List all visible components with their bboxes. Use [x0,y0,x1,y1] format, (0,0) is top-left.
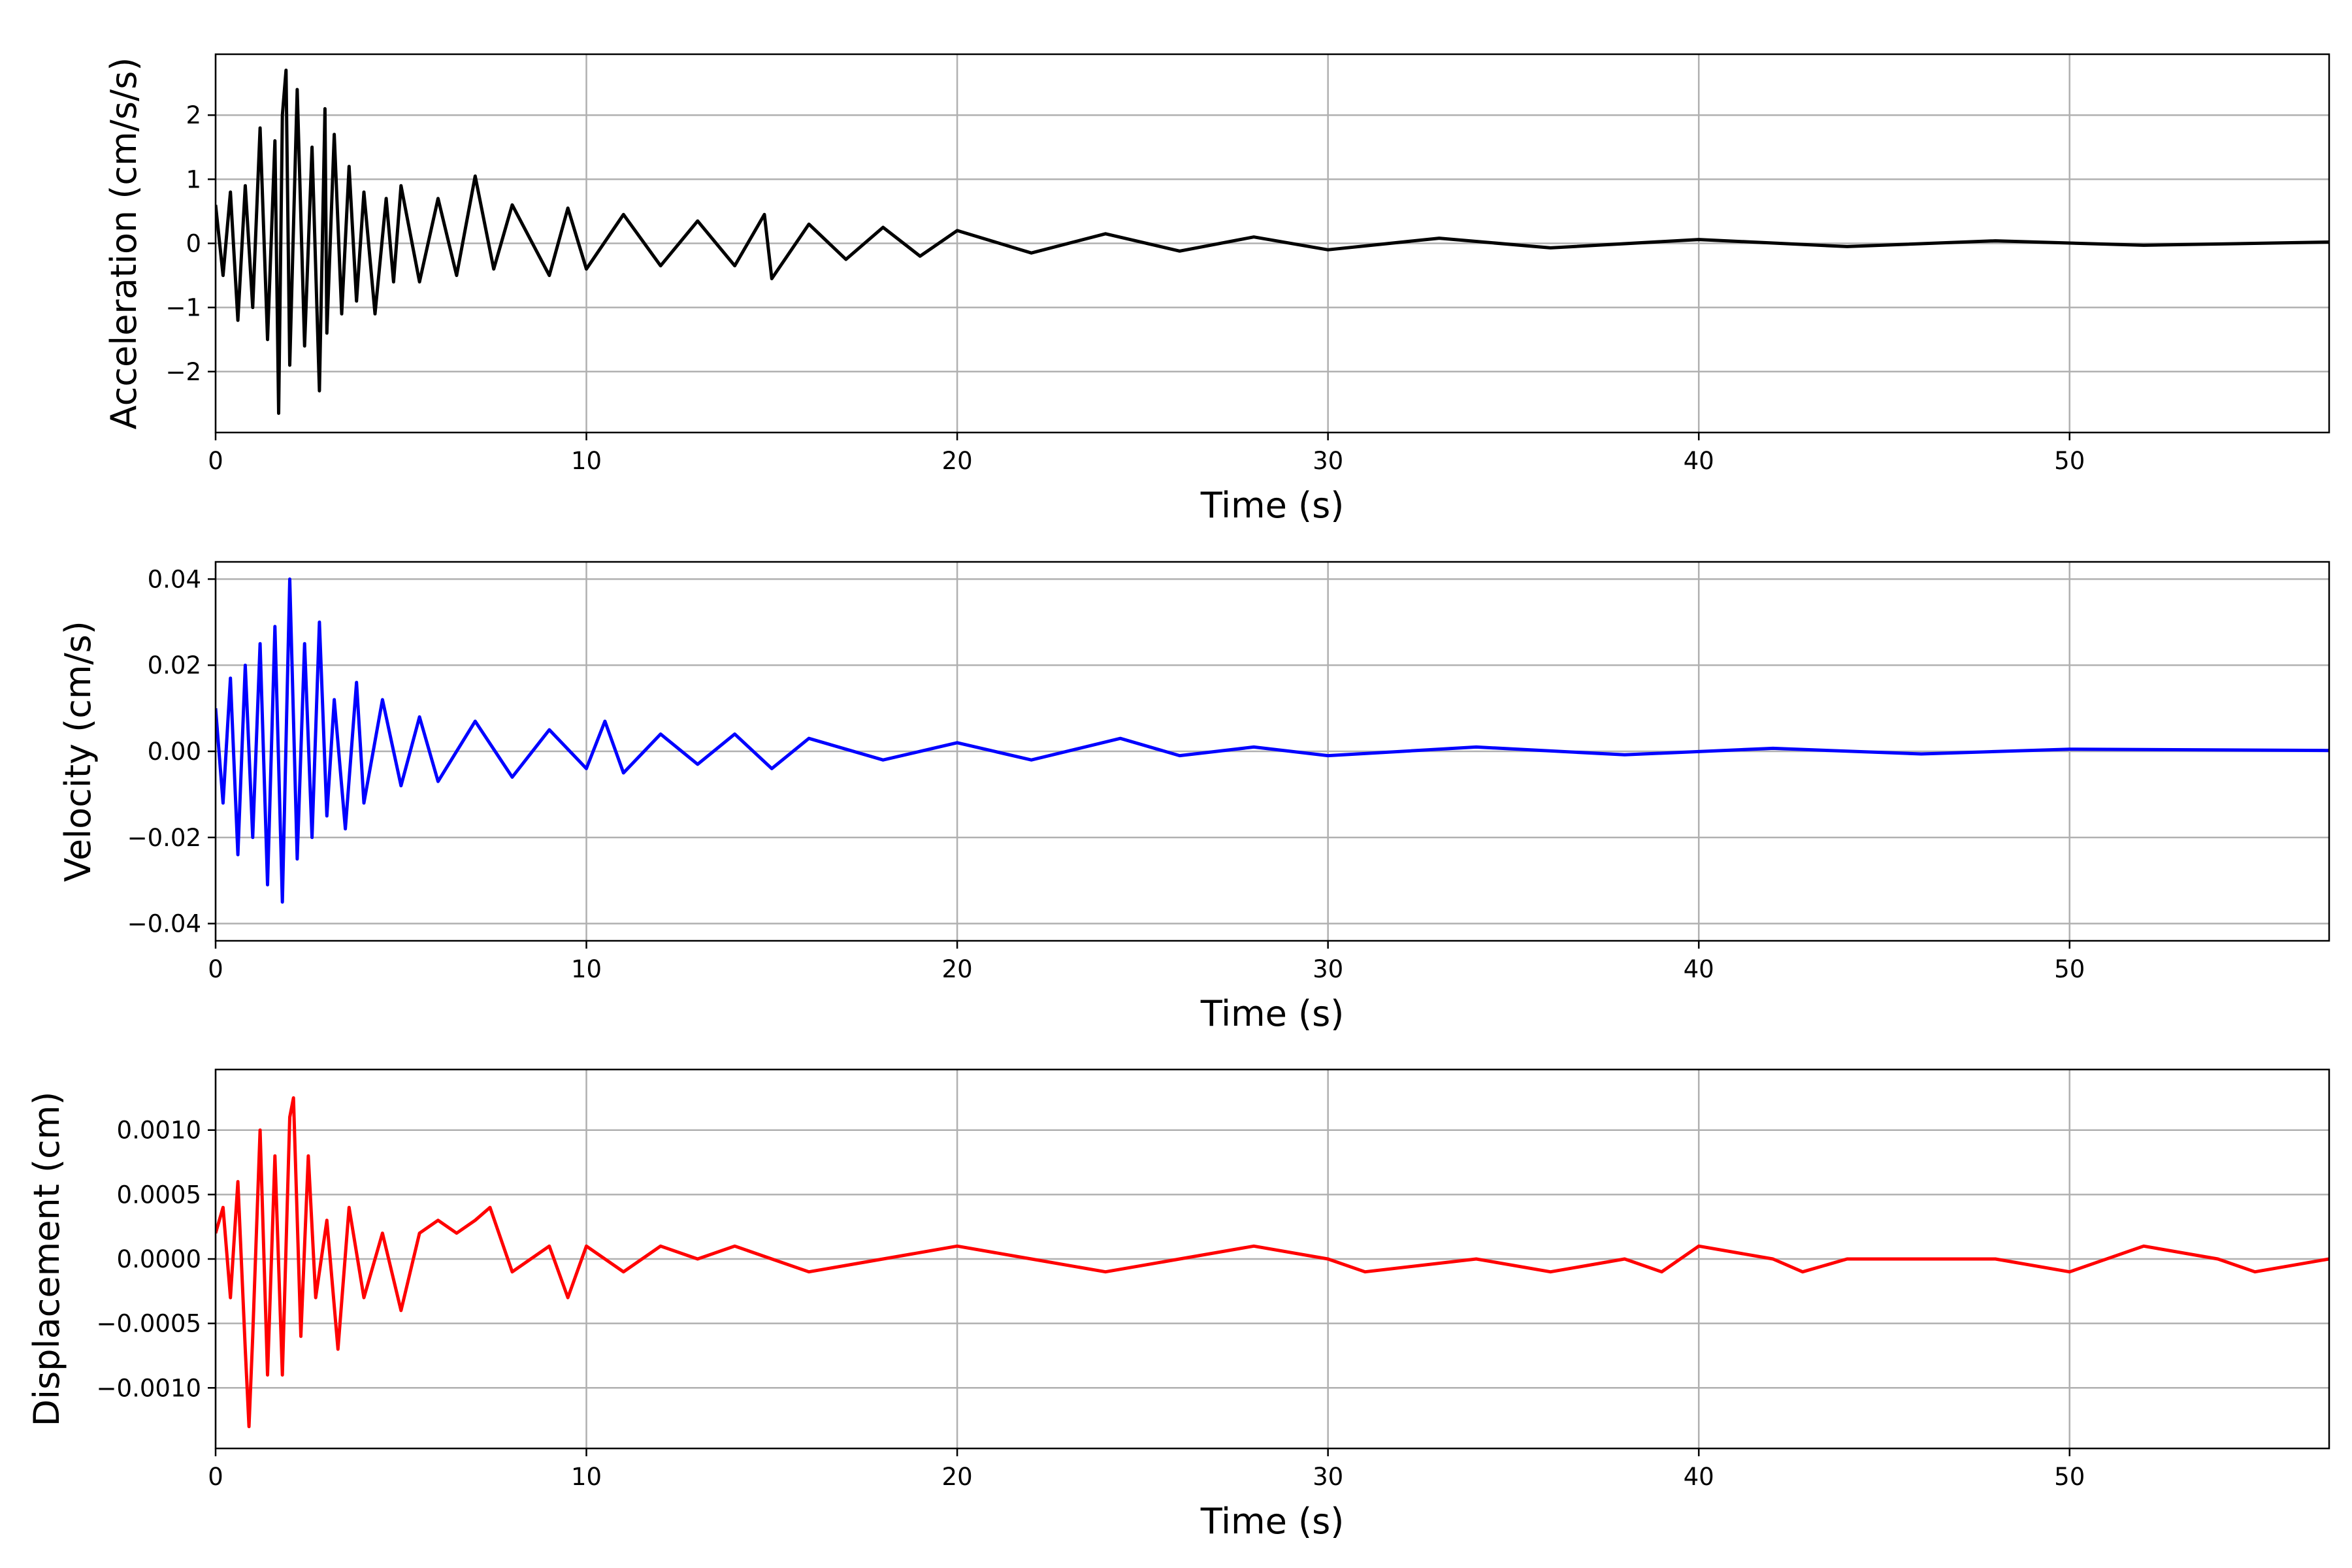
acceleration-xtick-label: 30 [1313,447,1343,475]
displacement-xtick-label: 50 [2054,1463,2085,1491]
velocity-xaxis-label: Time (s) [1200,993,1345,1034]
acceleration-panel: 0 10 20 30 40 50 −2 −1 0 1 2 Time (s) Acceleration (… [103,54,2329,526]
velocity-xtick-label: 10 [571,955,602,983]
acceleration-ytick-label: 2 [186,101,201,129]
displacement-yaxis-label: Displacement (cm) [26,1092,67,1427]
velocity-ytick-label: 0.00 [148,738,201,766]
velocity-xtick-label: 30 [1313,955,1343,983]
acceleration-ytick-label: −2 [165,358,201,386]
acceleration-yaxis-label: Acceleration (cm/s/s) [103,57,144,430]
acceleration-ytick-label: −1 [165,294,201,322]
velocity-xtick-label: 0 [208,955,223,983]
displacement-xaxis-label: Time (s) [1200,1501,1345,1542]
acceleration-ytick-label: 0 [186,230,201,258]
velocity-yaxis-label: Velocity (cm/s) [57,621,99,882]
displacement-ytick-label: 0.0005 [117,1181,201,1209]
acceleration-xaxis-label: Time (s) [1200,485,1345,526]
displacement-ytick-label: 0.0000 [117,1245,201,1273]
acceleration-series-line [216,71,2329,414]
velocity-ytick-label: −0.02 [127,824,201,852]
acceleration-xtick-label: 10 [571,447,602,475]
acceleration-xtick-label: 50 [2054,447,2085,475]
velocity-xtick-label: 20 [942,955,973,983]
displacement-ytick-label: −0.0005 [97,1310,201,1338]
displacement-xtick-label: 0 [208,1463,223,1491]
velocity-xtick-label: 50 [2054,955,2085,983]
displacement-ytick-label: −0.0010 [97,1374,201,1402]
displacement-series-line [216,1098,2329,1426]
displacement-xtick-label: 30 [1313,1463,1343,1491]
velocity-ytick-label: −0.04 [127,910,201,938]
displacement-xtick-label: 20 [942,1463,973,1491]
acceleration-xtick-label: 20 [942,447,973,475]
velocity-xtick-label: 40 [1684,955,1714,983]
displacement-ytick-label: 0.0010 [117,1117,201,1145]
velocity-ytick-label: 0.04 [148,565,201,593]
displacement-xtick-label: 40 [1684,1463,1714,1491]
acceleration-ytick-label: 1 [186,165,201,193]
velocity-ytick-label: 0.02 [148,651,201,679]
acceleration-xtick-label: 40 [1684,447,1714,475]
displacement-panel: 0 10 20 30 40 50 −0.0010 −0.0005 0.0000 0.0005 0.0… [26,1070,2329,1542]
velocity-panel: 0 10 20 30 40 50 −0.04 −0.02 0.00 0.02 0.04 Time (s… [57,562,2329,1034]
acceleration-xtick-label: 0 [208,447,223,475]
displacement-xtick-label: 10 [571,1463,602,1491]
velocity-series-line [216,579,2329,902]
